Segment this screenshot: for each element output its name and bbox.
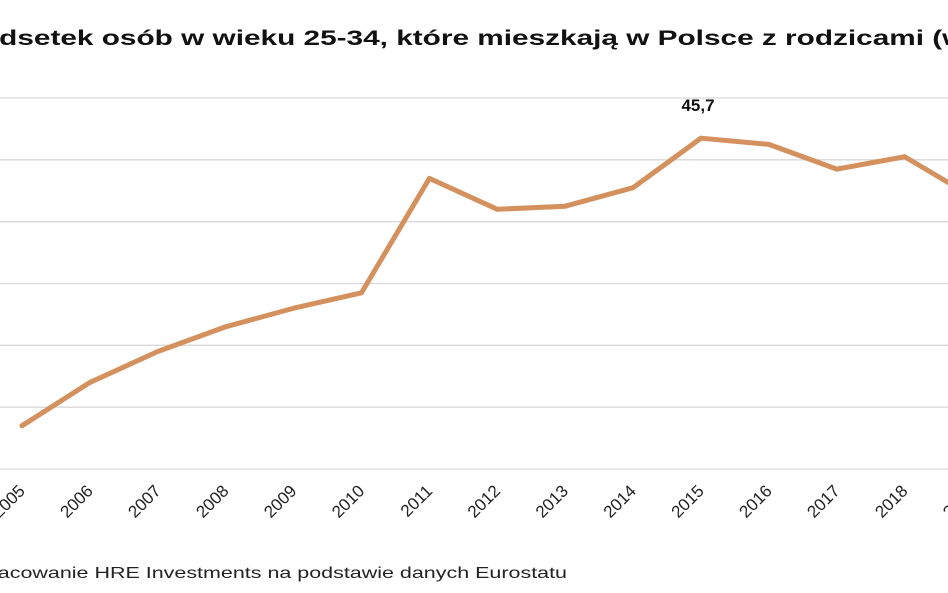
data-point (698, 135, 704, 141)
x-tick-label: 2018 (871, 481, 911, 521)
data-point (834, 166, 840, 172)
series-line (19, 135, 948, 429)
x-tick-label: 2017 (803, 481, 843, 521)
data-point (291, 305, 297, 311)
data-point (766, 141, 772, 147)
chart-title: Odsetek osób w wieku 25-34, które mieszk… (0, 27, 948, 50)
x-tick-label: 2019 (939, 481, 948, 521)
data-point (630, 185, 636, 191)
data-point (223, 324, 229, 330)
data-label: 45,7 (681, 96, 714, 115)
data-point (359, 290, 364, 296)
data-point (19, 423, 25, 429)
x-tick-label: 2013 (532, 481, 572, 521)
x-tick-label: 2007 (124, 481, 164, 521)
series (19, 135, 948, 429)
x-tick-label: 2012 (464, 481, 504, 521)
data-labels: 45,7 (681, 96, 714, 115)
data-point (426, 175, 432, 181)
data-point (87, 379, 93, 385)
x-tick-label: 2009 (260, 481, 300, 521)
x-tick-label: 2016 (736, 481, 776, 521)
x-tick-label: 2014 (600, 481, 640, 521)
x-tick-label: 2011 (397, 481, 436, 520)
x-tick-label: 2015 (668, 481, 708, 521)
x-tick-label: 2008 (192, 481, 232, 521)
data-point (562, 203, 568, 209)
x-tick-label: 2005 (0, 481, 29, 521)
x-axis-ticks: 2005 2006 2007 2008 2009 2010 2011 2012 2013 2014… (0, 481, 948, 521)
x-tick-label: 2010 (328, 481, 368, 521)
data-point (155, 349, 161, 355)
data-point (902, 154, 908, 160)
source-note: Opracowanie HRE Investments na podstawie… (0, 565, 567, 582)
gridlines (0, 97, 948, 470)
x-tick-label: 2006 (57, 481, 97, 521)
data-point (494, 206, 500, 212)
